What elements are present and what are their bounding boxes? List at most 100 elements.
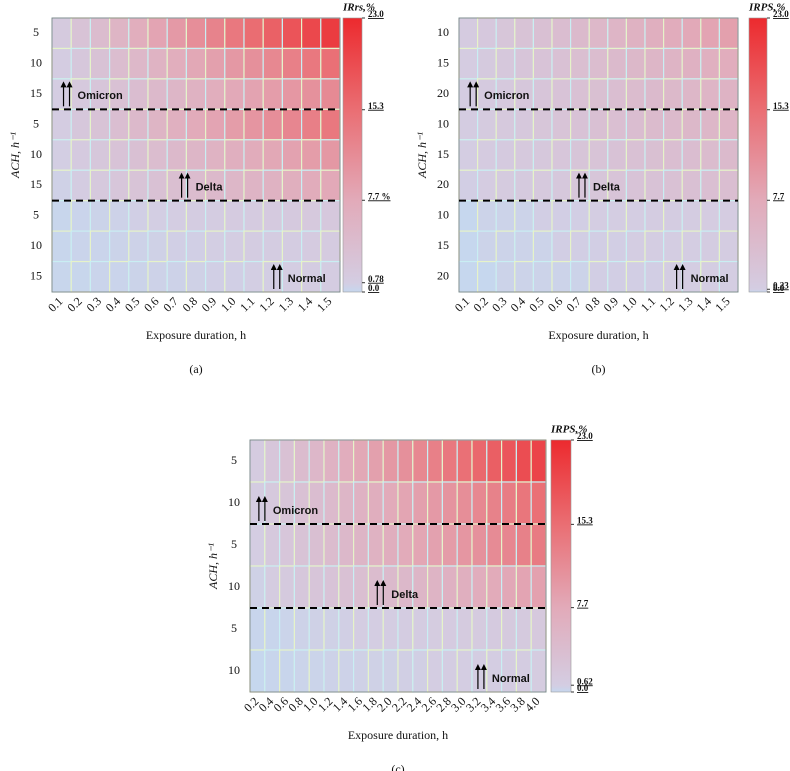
- cell: [205, 200, 226, 232]
- y-tick-label: 15: [30, 177, 42, 191]
- cell: [293, 607, 310, 651]
- cell: [264, 481, 281, 525]
- cell: [569, 260, 590, 293]
- cell: [662, 169, 683, 202]
- y-tick-label: 20: [437, 177, 449, 191]
- cell: [681, 108, 702, 141]
- cell: [441, 565, 458, 609]
- colorbar: [550, 439, 572, 693]
- cell: [514, 200, 534, 232]
- x-tick-label: 0.4: [103, 294, 124, 315]
- x-tick-label: 0.5: [526, 294, 547, 315]
- cell: [700, 230, 720, 263]
- cell: [515, 481, 532, 525]
- cell: [353, 565, 370, 609]
- cell: [320, 139, 341, 171]
- cell: [515, 523, 532, 567]
- cell: [530, 481, 547, 525]
- cell: [486, 649, 503, 693]
- cell: [486, 607, 503, 651]
- cell: [166, 47, 187, 80]
- cell: [224, 200, 245, 232]
- y-tick-label: 5: [231, 621, 237, 635]
- cell: [89, 139, 111, 171]
- x-tick-label: 0.3: [84, 294, 105, 315]
- cell: [301, 17, 322, 50]
- heatmap: [51, 17, 341, 293]
- cell: [243, 230, 264, 263]
- cell: [166, 230, 187, 263]
- cell: [486, 439, 503, 483]
- cell: [281, 139, 303, 171]
- x-axis-label: Exposure duration, h: [348, 728, 448, 742]
- cell: [456, 523, 473, 567]
- cell: [551, 169, 572, 202]
- cell: [128, 108, 149, 141]
- y-tick-label: 5: [231, 537, 237, 551]
- cell: [456, 565, 473, 609]
- cell: [353, 607, 370, 651]
- cell: [147, 108, 168, 141]
- cell: [338, 565, 355, 609]
- cell: [412, 481, 429, 525]
- cell: [262, 108, 284, 141]
- colorbar-title: IRrs,%: [342, 2, 375, 14]
- cell: [249, 439, 266, 483]
- cell: [205, 260, 226, 293]
- cell: [166, 169, 187, 202]
- cell: [471, 481, 488, 525]
- cell: [301, 47, 322, 80]
- cell: [224, 47, 245, 80]
- x-tick-label: 1.3: [276, 294, 297, 315]
- cell: [89, 108, 111, 141]
- cell: [353, 649, 370, 693]
- cell: [301, 139, 322, 171]
- y-tick-label: 20: [437, 86, 449, 100]
- cell: [397, 649, 414, 693]
- y-tick-label: 5: [33, 116, 39, 130]
- cell: [569, 200, 590, 232]
- cell: [501, 439, 518, 483]
- cell: [279, 649, 296, 693]
- subplot-label: (b): [592, 362, 606, 376]
- x-tick-label: 0.7: [160, 294, 181, 315]
- cell: [262, 200, 284, 232]
- y-tick-label: 5: [33, 25, 39, 39]
- cell: [224, 260, 245, 293]
- cell: [625, 78, 646, 110]
- plot-frame: [458, 17, 739, 293]
- cell: [108, 230, 130, 263]
- x-tick-label: 1.5: [314, 294, 335, 315]
- cell: [320, 200, 341, 232]
- subplot-label: (c): [391, 762, 404, 771]
- cell: [147, 78, 168, 110]
- cell: [243, 108, 264, 141]
- y-tick-label: 5: [231, 453, 237, 467]
- cell: [224, 169, 245, 202]
- cell: [382, 481, 399, 525]
- cell: [625, 139, 646, 171]
- cell: [147, 139, 168, 171]
- cell: [397, 565, 414, 609]
- cell: [338, 649, 355, 693]
- cell: [128, 200, 149, 232]
- cell: [607, 108, 627, 141]
- cell: [607, 47, 627, 80]
- cell: [353, 481, 370, 525]
- cell: [70, 260, 91, 293]
- cell: [185, 200, 207, 232]
- cell: [551, 108, 572, 141]
- cell: [51, 47, 72, 80]
- y-axis-label: ACH, h⁻¹: [206, 543, 220, 590]
- cell: [607, 139, 627, 171]
- cell: [323, 481, 340, 525]
- x-tick-label: 1.1: [638, 294, 659, 315]
- cell: [70, 47, 91, 80]
- cell: [249, 607, 266, 651]
- cell: [569, 17, 590, 50]
- cell: [456, 649, 473, 693]
- cell: [501, 523, 518, 567]
- y-tick-label: 5: [33, 208, 39, 222]
- cell: [532, 260, 553, 293]
- x-tick-label: 0.7: [563, 294, 584, 315]
